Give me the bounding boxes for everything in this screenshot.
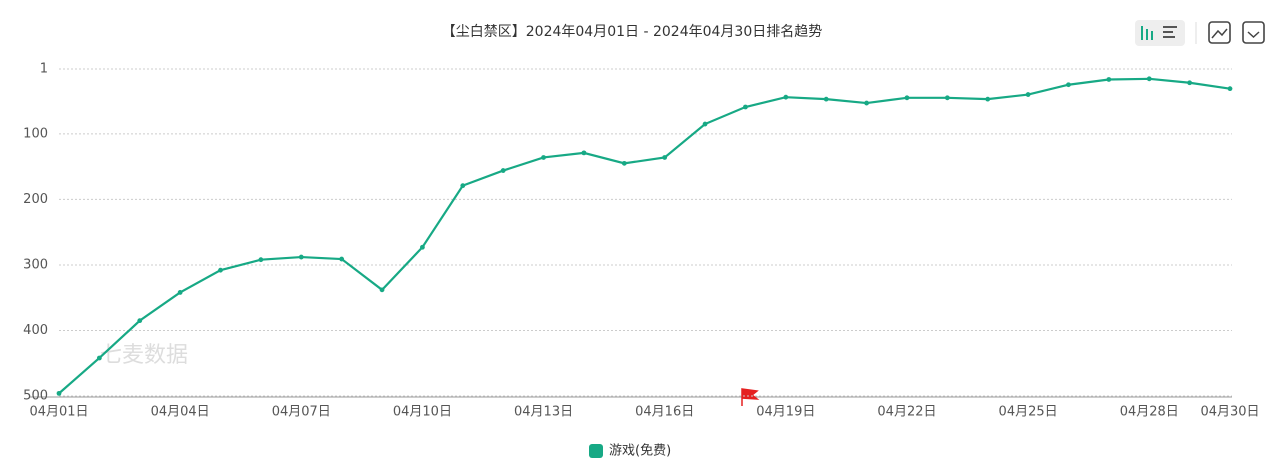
data-point [864,100,869,106]
x-tick-label: 04月04日 [151,405,210,420]
data-point [177,290,183,295]
data-point [783,94,789,100]
toolbar [1135,20,1265,46]
y-tick-label: 200 [23,192,48,207]
data-point [985,96,991,102]
data-point [420,244,425,250]
event-flag[interactable] [741,388,760,406]
data-point [702,121,708,127]
image-button[interactable] [1208,21,1231,44]
data-point [1025,92,1031,97]
y-tick-label: 500 [23,389,48,404]
data-point [1187,80,1193,86]
data-point [218,267,223,273]
icon [1151,31,1153,40]
data-point [1106,77,1112,82]
icon [1146,29,1148,40]
y-tick-label: 400 [23,323,48,338]
x-tick-label: 04月16日 [635,405,694,420]
x-tick-label: 04月22日 [877,405,936,420]
download-button[interactable] [1242,21,1265,44]
data-point [743,104,748,110]
icon [1163,26,1177,28]
data-point [56,390,62,396]
data-point [1146,76,1152,82]
legend-swatch[interactable] [589,444,603,458]
x-tick-label: 04月30日 [1200,405,1259,420]
data-point [541,155,546,160]
data-point [1066,82,1071,88]
x-tick-label: 04月10日 [393,405,452,420]
data-point [944,95,950,101]
data-point [662,155,668,160]
chart-title: 【尘白禁区】2024年04月01日 - 2024年04月30日排名趋势 [442,24,822,40]
icon [1247,31,1260,39]
icon [1141,26,1143,40]
legend-label[interactable]: 游戏(免费) [609,444,671,459]
data-point [96,355,102,361]
watermark: 七麦数据 [100,343,188,368]
x-tick-label: 04月25日 [999,405,1058,420]
data-point [904,95,910,101]
data-point [460,183,466,189]
x-tick-label: 04月01日 [29,405,88,420]
series-line [58,77,1231,395]
y-tick-label: 300 [23,257,48,272]
x-tick-label: 04月13日 [514,405,573,420]
icon [1163,31,1173,33]
icon [1163,36,1175,38]
data-point [137,318,143,324]
icon [1211,28,1228,39]
data-point [1227,86,1233,92]
x-tick-label: 04月28日 [1120,405,1179,420]
data-point [379,287,385,293]
x-tick-label: 04月19日 [756,405,815,420]
data-point [258,257,264,263]
data-point [581,150,587,156]
data-point [500,168,506,173]
data-point [298,254,304,260]
data-point [823,96,829,102]
y-tick-label: 100 [23,126,48,141]
data-point [621,160,627,166]
data-point [339,256,345,262]
y-tick-label: 1 [40,62,48,77]
x-tick-label: 04月07日 [272,405,331,420]
